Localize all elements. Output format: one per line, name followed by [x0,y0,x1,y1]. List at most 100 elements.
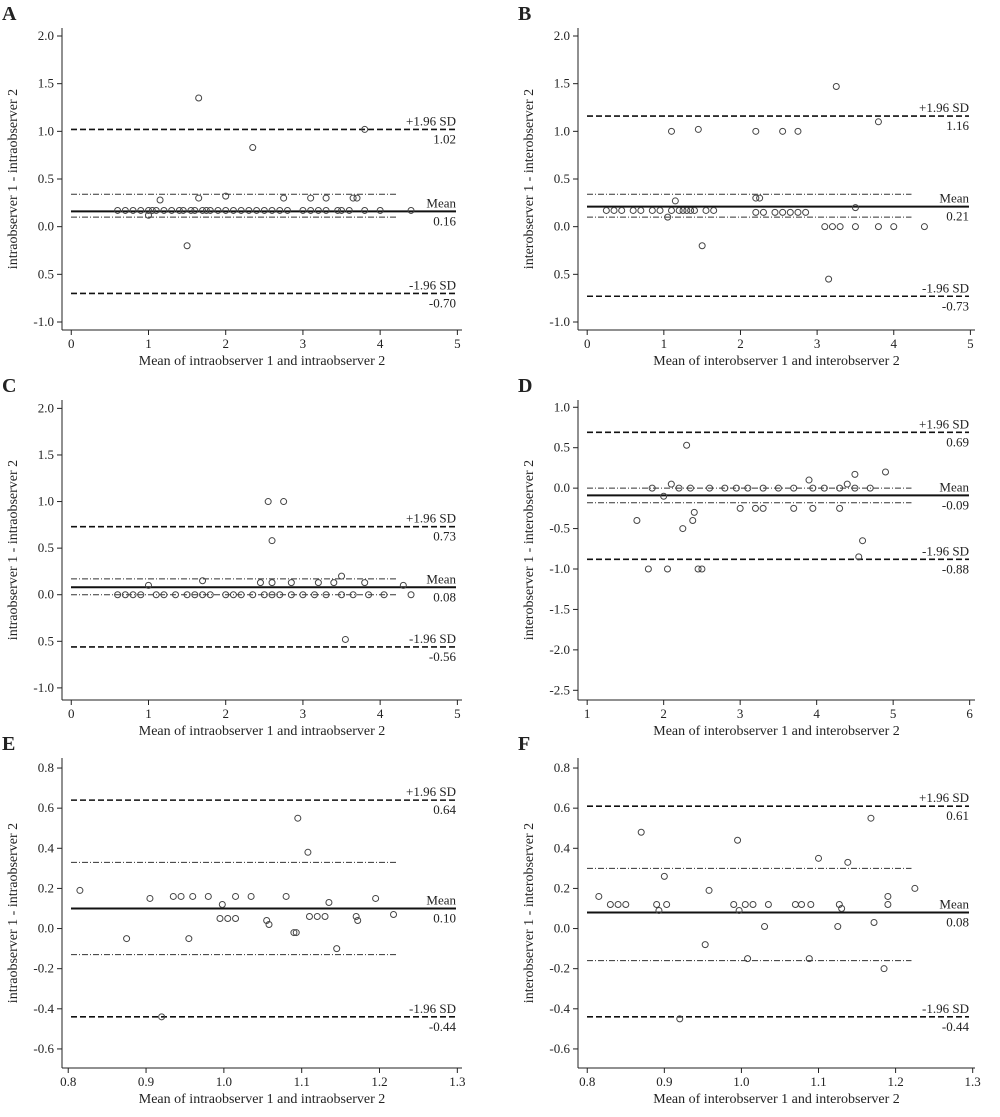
point [606,900,614,908]
line-value: 1.16 [946,118,969,133]
line-name: Mean [939,191,969,206]
point [206,206,214,214]
y-tick-label: 1.0 [554,399,570,414]
x-tick-label: 0.8 [579,1074,595,1089]
point [668,127,676,135]
x-tick-label: 5 [454,336,461,351]
point [314,579,322,587]
point [330,579,338,587]
point [121,206,129,214]
point [880,965,888,973]
x-tick-label: 5 [967,336,974,351]
point [292,929,300,937]
point [263,917,271,925]
line-value: 0.61 [946,808,969,823]
point [222,192,230,200]
x-tick-label: 0.8 [60,1074,76,1089]
line-name: +1.96 SD [919,790,969,805]
point [260,591,268,599]
point [137,591,145,599]
point [338,591,346,599]
point [706,484,714,492]
point [653,900,661,908]
line-value: 0.73 [433,529,456,544]
point [185,935,193,943]
point [882,468,890,476]
y-tick-label: -0.6 [549,1041,570,1056]
point [794,127,802,135]
point [361,206,369,214]
line-name: -1.96 SD [922,543,969,558]
x-axis-label: Mean of intraobserver 1 and intraobserve… [139,1092,385,1107]
y-tick-label: 0.4 [38,840,55,855]
y-axis-label: interobserver 1 - interobserver 2 [522,89,537,269]
point [890,223,898,231]
line-value: -0.09 [942,497,969,512]
point [664,213,672,221]
y-tick-label: -0.2 [33,961,54,976]
point [222,591,230,599]
y-tick-label: -0.6 [33,1041,54,1056]
point [602,206,610,214]
point [177,892,185,900]
x-tick-label: 1.3 [449,1074,465,1089]
point [694,125,702,133]
point [206,591,214,599]
point [322,194,330,202]
x-tick-label: 2 [660,706,667,721]
panel: B 2.0 1.5 1.0 0.5 0.0 0.5 -1.0 0 1 2 3 4 5 Mean of int… [518,3,975,369]
point [870,919,878,927]
y-tick-label: 2.0 [554,28,570,43]
point [820,484,828,492]
point [160,206,168,214]
point [304,848,312,856]
y-tick-label: -1.5 [549,601,570,616]
point [809,484,817,492]
point [283,206,291,214]
y-tick-label: 0.8 [38,760,54,775]
x-tick-label: 1.3 [965,1074,981,1089]
point [779,208,787,216]
x-tick-label: 3 [814,336,821,351]
point [730,900,738,908]
line-value: 0.08 [946,914,969,929]
point [756,194,764,202]
y-axis-label: intraobserver 1 - intraobserver 2 [6,460,21,640]
point [866,484,874,492]
y-tick-label: 0.5 [38,540,54,555]
point [744,484,752,492]
point [354,917,362,925]
point [836,504,844,512]
point [759,484,767,492]
x-axis-label: Mean of interobserver 1 and interobserve… [653,354,899,369]
point [282,892,290,900]
x-tick-label: 4 [891,336,898,351]
point [629,206,637,214]
point [855,553,863,561]
point [399,581,407,589]
point [144,581,152,589]
point [701,941,709,949]
y-tick-label: -0.4 [33,1001,54,1016]
y-tick-label: -1.0 [33,314,54,329]
line-name: +1.96 SD [919,100,969,115]
x-tick-label: 1 [584,706,591,721]
point [345,206,353,214]
point [759,208,767,216]
line-name: -1.96 SD [922,280,969,295]
point [851,204,859,212]
point [663,900,671,908]
point [260,206,268,214]
point [191,591,199,599]
x-tick-label: 1 [661,336,668,351]
line-name: +1.96 SD [406,784,456,799]
point [276,206,284,214]
point [216,915,224,923]
line-value: 0.21 [946,209,969,224]
panel: E 0.8 0.6 0.4 0.2 0.0 -0.2 -0.4 -0.6 0.8 0.9 1.0 1.1… [2,733,465,1107]
point [322,206,330,214]
point [407,206,415,214]
line-name: +1.96 SD [919,416,969,431]
point [179,206,187,214]
point [698,565,706,573]
